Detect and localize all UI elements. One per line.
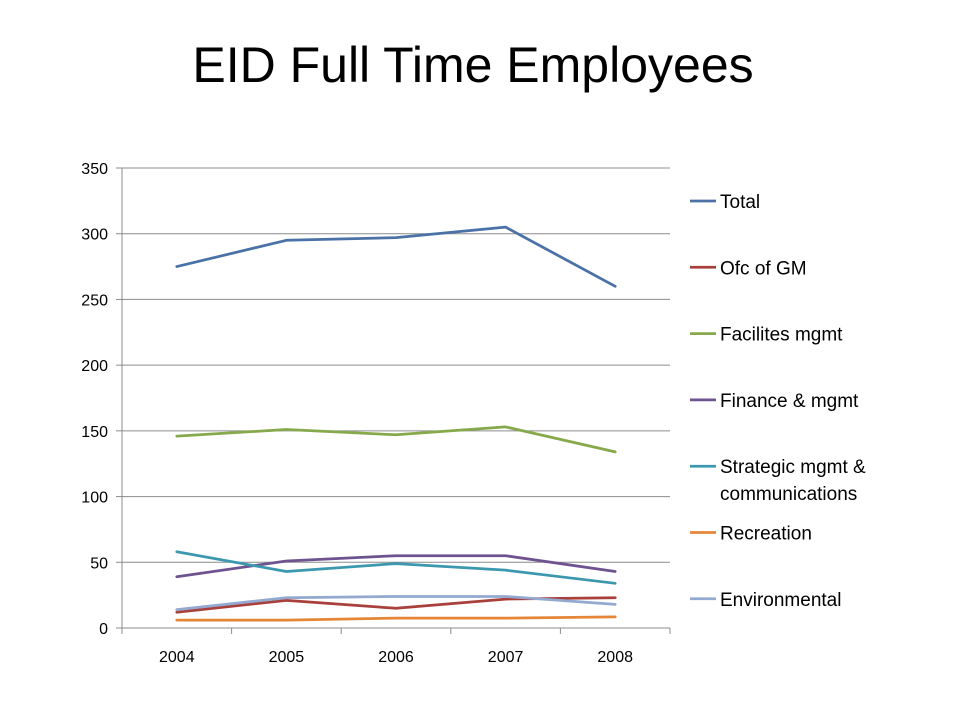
axes	[116, 167, 671, 634]
series-line-total	[175, 225, 617, 288]
series-lines	[175, 225, 617, 622]
y-tick-label: 350	[81, 161, 108, 178]
legend-item-recreation: Recreation	[690, 524, 812, 545]
y-tick-label: 300	[81, 227, 108, 244]
x-tick-label: 2008	[597, 649, 633, 666]
series-line-recreation	[175, 615, 617, 622]
legend-label: communications	[720, 484, 857, 505]
series-line-environmental	[175, 595, 617, 611]
series-line-facilites-mgmt	[175, 425, 617, 454]
legend-label: Environmental	[720, 590, 841, 611]
legend-item-environmental: Environmental	[690, 590, 841, 611]
y-tick-label: 200	[81, 358, 108, 375]
legend-item-ofc-of-gm: Ofc of GM	[690, 258, 807, 279]
legend-label: Facilites mgmt	[720, 325, 843, 346]
x-tick-label: 2005	[269, 649, 305, 666]
slide-title: EID Full Time Employees	[192, 37, 754, 93]
legend-item-finance-mgmt: Finance & mgmt	[690, 391, 859, 412]
y-axis-tick-labels: 0 50 100 150 200 250 300 350	[81, 161, 108, 638]
legend-label: Recreation	[720, 524, 812, 545]
series-line-finance-mgmt	[175, 554, 617, 579]
y-tick-label: 100	[81, 490, 108, 507]
legend-label: Strategic mgmt &	[720, 457, 866, 478]
x-tick-label: 2007	[488, 649, 524, 666]
series-line-strategic-mgmt-communications	[175, 550, 617, 585]
y-tick-label: 50	[90, 555, 108, 572]
legend-label: Finance & mgmt	[720, 391, 859, 412]
legend-label: Ofc of GM	[720, 258, 807, 279]
legend-label: Total	[720, 192, 760, 213]
legend-item-total: Total	[690, 192, 760, 213]
y-tick-label: 150	[81, 424, 108, 441]
legend-item-strategic-mgmt-communications: Strategic mgmt & communications	[690, 457, 866, 505]
legend-item-facilites-mgmt: Facilites mgmt	[690, 325, 843, 346]
y-tick-label: 0	[99, 621, 108, 638]
legend: Total Ofc of GM Facilites mgmt Finance & mg…	[690, 192, 866, 611]
x-axis-tick-labels: 2004 2005 2006 2007 2008	[159, 649, 633, 666]
x-tick-label: 2006	[378, 649, 414, 666]
y-tick-label: 250	[81, 292, 108, 309]
x-tick-label: 2004	[159, 649, 195, 666]
